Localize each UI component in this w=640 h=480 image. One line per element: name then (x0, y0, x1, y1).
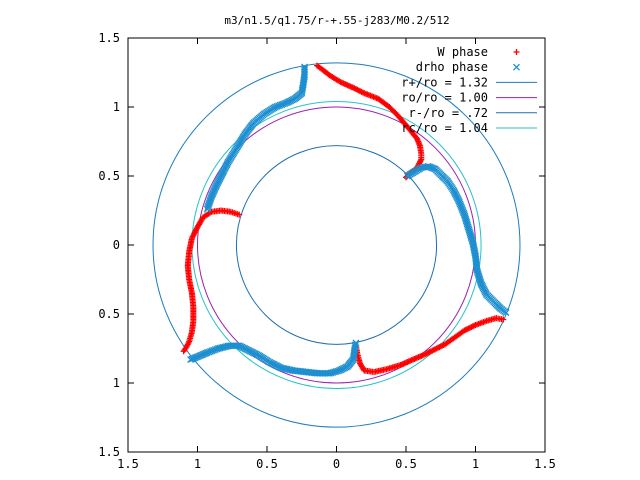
chart-title: m3/n1.5/q1.75/r-+.55-j283/M0.2/512 (224, 14, 449, 27)
circle-2 (235, 145, 438, 345)
y-tick-label: 1 (113, 376, 120, 390)
data-point (203, 205, 211, 213)
x-tick-label: 1.5 (534, 457, 556, 471)
data-point (180, 348, 187, 355)
x-tick-label: 0 (333, 457, 340, 471)
x-tick-label: 1 (194, 457, 201, 471)
legend-label: W phase (437, 45, 488, 59)
legend-label: r-/ro = .72 (409, 106, 488, 120)
x-tick-label: 0.5 (256, 457, 278, 471)
circle-3 (191, 100, 482, 390)
y-tick-label: 1 (113, 100, 120, 114)
data-point (187, 356, 195, 363)
y-tick-label: 0.5 (98, 169, 120, 183)
x-tick-label: 1 (472, 457, 479, 471)
series-0 (180, 62, 507, 375)
data-point (502, 309, 510, 317)
data-points (180, 62, 510, 377)
legend-marker (513, 63, 520, 71)
legend-label: ro/ro = 1.00 (401, 91, 488, 105)
y-tick-label: 0.5 (98, 307, 120, 321)
y-tick-label: 1.5 (98, 445, 120, 459)
legend-label: r+/ro = 1.32 (401, 75, 488, 89)
legend-label: rc/ro = 1.04 (401, 121, 488, 135)
data-point (204, 204, 212, 212)
reference-circles (152, 62, 521, 428)
legend-marker (513, 49, 520, 55)
legend-label: drho phase (416, 60, 488, 74)
y-tick-label: 0 (113, 238, 120, 252)
x-tick-label: 1.5 (117, 457, 139, 471)
x-tick-label: 0.5 (395, 457, 417, 471)
series-1 (187, 63, 510, 377)
y-tick-label: 1.5 (98, 31, 120, 45)
axis-ticks: 1.5 1 0.5 0 0.5 1 1.51.510.500.511.5 (98, 31, 556, 471)
circle-0 (152, 62, 521, 428)
